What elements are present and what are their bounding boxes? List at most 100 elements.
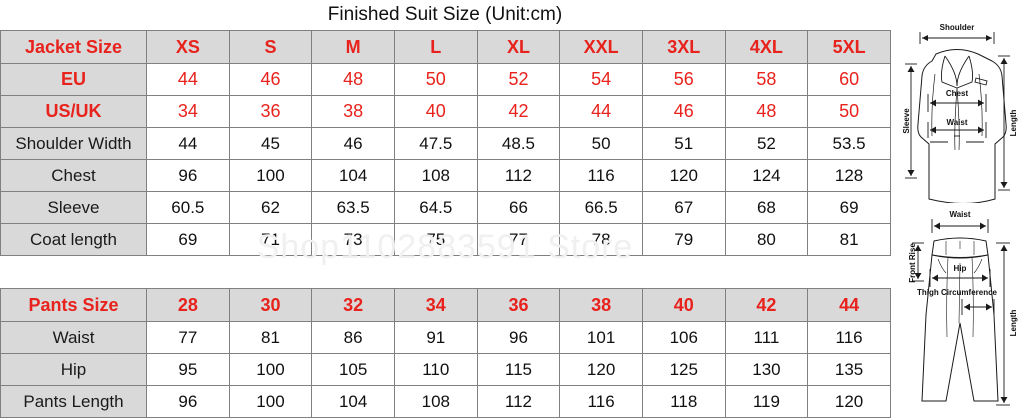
jacket-cell: 51	[641, 127, 726, 160]
table-row: Waist 77 81 86 91 96 101 106 111 116	[0, 321, 891, 354]
table-row: Shoulder Width 44 45 46 47.5 48.5 50 51 52 53.5	[0, 127, 891, 160]
pants-cell: 125	[641, 353, 726, 386]
jacket-cell: 44	[146, 127, 230, 160]
pants-cell: 91	[393, 321, 478, 354]
jacket-cell: 60.5	[146, 191, 230, 224]
jacket-cell: 50	[807, 95, 891, 128]
pants-col-header: 30	[228, 288, 313, 322]
jacket-cell: 66	[476, 191, 561, 224]
jacket-cell: 79	[641, 223, 726, 256]
pants-front-rise-label: Front Rise	[908, 243, 917, 283]
pants-header-row: Pants Size 28 30 32 34 36 38 40 42 44	[0, 288, 891, 322]
pants-table-head: Pants Size 28 30 32 34 36 38 40 42 44	[0, 288, 891, 322]
jacket-col-header: M	[311, 30, 395, 64]
pants-cell: 77	[146, 321, 230, 354]
pants-col-header: 28	[146, 288, 230, 322]
jacket-cell: 44	[146, 63, 230, 96]
pants-size-header: Pants Size	[0, 288, 147, 322]
pants-cell: 104	[311, 385, 395, 418]
jacket-col-header: L	[393, 30, 478, 64]
jacket-sleeve-label: Sleeve	[902, 108, 911, 134]
jacket-size-table: Jacket Size XS S M L XL XXL 3XL 4XL 5XL …	[0, 30, 891, 256]
jacket-cell: 56	[641, 63, 726, 96]
jacket-cell: 108	[393, 159, 478, 192]
jacket-length-label: Length	[1009, 110, 1018, 137]
pants-measurement-diagram: Waist Hip Thigh Circumference Front Rise…	[890, 203, 1024, 416]
jacket-cell: 58	[724, 63, 809, 96]
pants-cell: 100	[228, 353, 313, 386]
jacket-cell: 66.5	[559, 191, 643, 224]
jacket-cell: 38	[311, 95, 395, 128]
pants-cell: 120	[807, 385, 891, 418]
jacket-col-header: 3XL	[641, 30, 726, 64]
jacket-row-label: Sleeve	[0, 191, 147, 224]
jacket-size-table-wrapper: Jacket Size XS S M L XL XXL 3XL 4XL 5XL …	[0, 30, 891, 256]
pants-row-label: Hip	[0, 353, 147, 386]
pants-cell: 135	[807, 353, 891, 386]
jacket-col-header: 4XL	[724, 30, 809, 64]
jacket-cell: 54	[559, 63, 643, 96]
jacket-cell: 46	[641, 95, 726, 128]
jacket-cell: 48	[724, 95, 809, 128]
pants-row-label: Pants Length	[0, 385, 147, 418]
jacket-col-header: XL	[476, 30, 561, 64]
jacket-cell: 47.5	[393, 127, 478, 160]
jacket-cell: 116	[559, 159, 643, 192]
jacket-cell: 78	[559, 223, 643, 256]
pants-cell: 100	[228, 385, 313, 418]
jacket-cell: 71	[228, 223, 313, 256]
pants-cell: 81	[228, 321, 313, 354]
pants-cell: 86	[311, 321, 395, 354]
jacket-cell: 50	[393, 63, 478, 96]
jacket-cell: 69	[807, 191, 891, 224]
jacket-cell: 67	[641, 191, 726, 224]
measurement-diagram-panel: Shoulder Chest Waist Sleeve Length	[890, 0, 1024, 416]
jacket-cell: 120	[641, 159, 726, 192]
jacket-chest-label: Chest	[946, 89, 969, 98]
jacket-cell: 50	[559, 127, 643, 160]
jacket-size-header: Jacket Size	[0, 30, 147, 64]
pants-waist-label: Waist	[949, 210, 970, 219]
table-row: Sleeve 60.5 62 63.5 64.5 66 66.5 67 68 69	[0, 191, 891, 224]
jacket-row-label: Coat length	[0, 223, 147, 256]
jacket-cell: 128	[807, 159, 891, 192]
jacket-table-body: EU 44 46 48 50 52 54 56 58 60 US/UK 34 36 38 40 42 44 46 4…	[0, 63, 891, 256]
jacket-cell: 42	[476, 95, 561, 128]
jacket-cell: 69	[146, 223, 230, 256]
pants-col-header: 36	[476, 288, 561, 322]
table-row: US/UK 34 36 38 40 42 44 46 48 50	[0, 95, 891, 128]
pants-col-header: 32	[311, 288, 395, 322]
pants-cell: 120	[559, 353, 643, 386]
pants-size-table-wrapper: Pants Size 28 30 32 34 36 38 40 42 44 Wa…	[0, 288, 891, 418]
jacket-cell: 64.5	[393, 191, 478, 224]
pants-col-header: 38	[559, 288, 643, 322]
jacket-cell: 62	[228, 191, 313, 224]
jacket-cell: 100	[228, 159, 313, 192]
pants-cell: 112	[476, 385, 561, 418]
jacket-cell: 96	[146, 159, 230, 192]
jacket-col-header: S	[228, 30, 313, 64]
table-row: Coat length 69 71 73 75 77 78 79 80 81	[0, 223, 891, 256]
pants-cell: 101	[559, 321, 643, 354]
jacket-cell: 52	[476, 63, 561, 96]
pants-cell: 108	[393, 385, 478, 418]
pants-table-body: Waist 77 81 86 91 96 101 106 111 116 Hip 95 100 105 11…	[0, 321, 891, 418]
jacket-table-head: Jacket Size XS S M L XL XXL 3XL 4XL 5XL	[0, 30, 891, 64]
pants-size-table: Pants Size 28 30 32 34 36 38 40 42 44 Wa…	[0, 288, 891, 418]
pants-col-header: 34	[393, 288, 478, 322]
jacket-waist-label: Waist	[946, 118, 967, 127]
pants-thigh-label: Thigh Circumference	[917, 288, 998, 297]
jacket-cell: 124	[724, 159, 809, 192]
jacket-cell: 81	[807, 223, 891, 256]
jacket-cell: 73	[311, 223, 395, 256]
pants-cell: 119	[724, 385, 809, 418]
jacket-measurement-diagram: Shoulder Chest Waist Sleeve Length	[890, 18, 1024, 203]
jacket-col-header: XXL	[559, 30, 643, 64]
jacket-cell: 60	[807, 63, 891, 96]
jacket-header-row: Jacket Size XS S M L XL XXL 3XL 4XL 5XL	[0, 30, 891, 64]
pants-cell: 116	[559, 385, 643, 418]
page-title: Finished Suit Size (Unit:cm)	[0, 0, 890, 30]
pants-length-label: Length	[1009, 310, 1018, 337]
table-row: Hip 95 100 105 110 115 120 125 130 135	[0, 353, 891, 386]
